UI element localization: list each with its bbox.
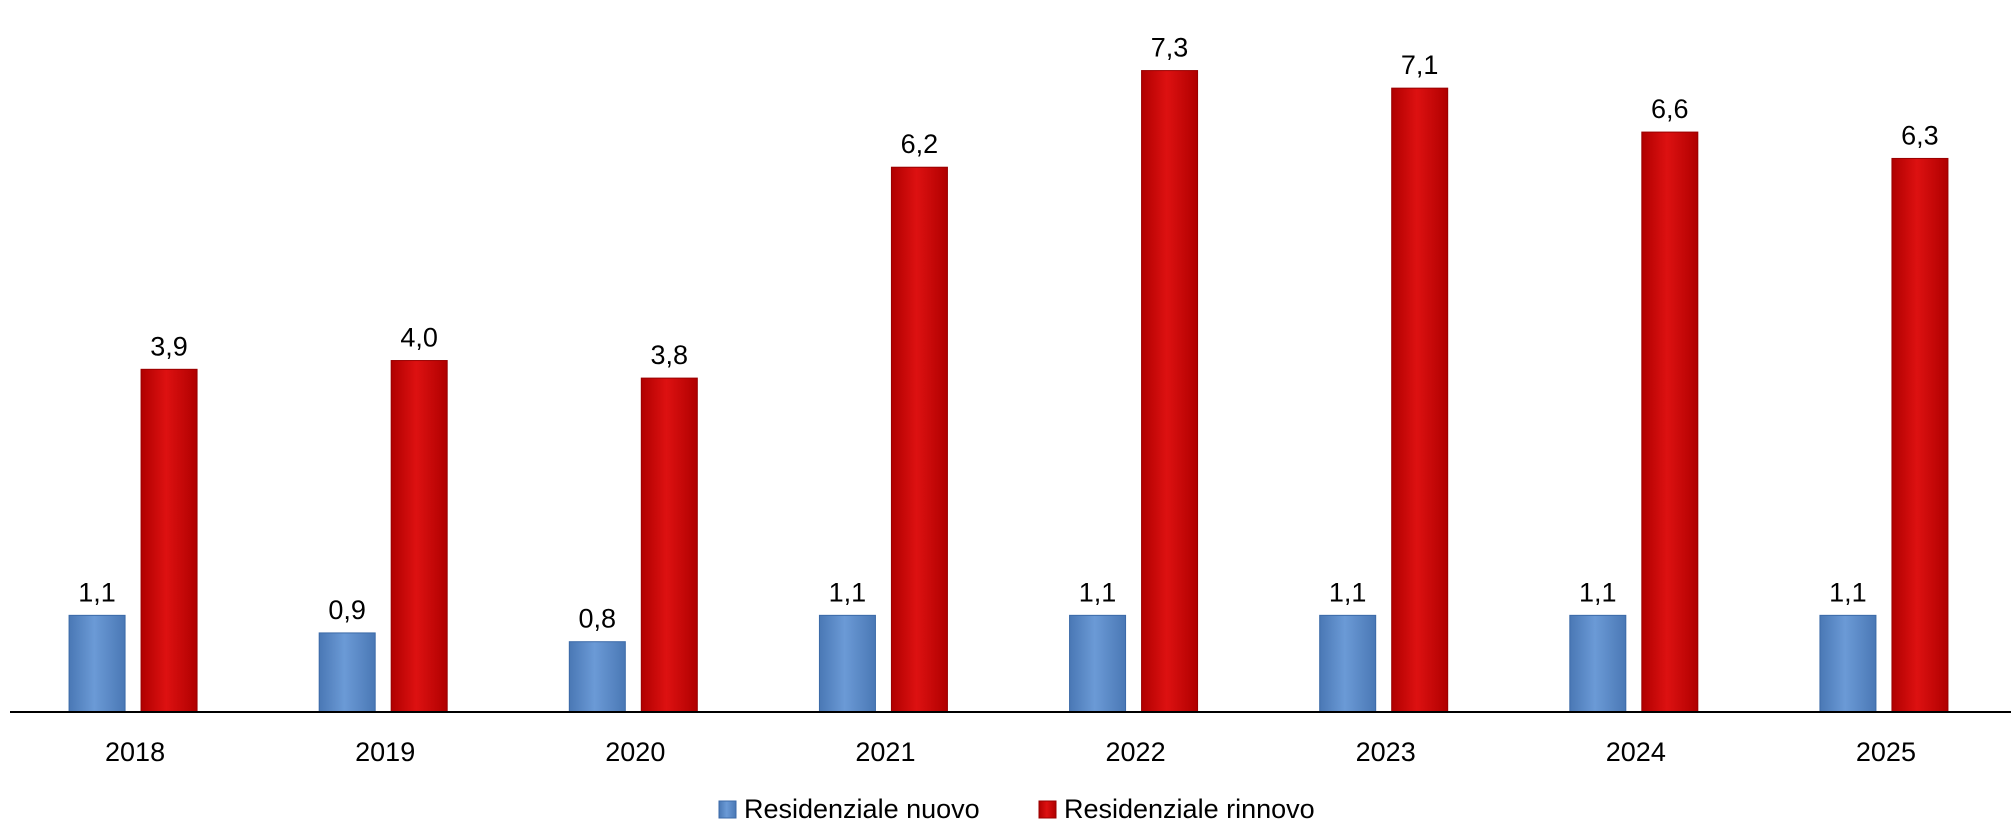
- data-label-rinnovo-2025: 6,3: [1901, 120, 1939, 150]
- data-label-nuovo-2022: 1,1: [1079, 577, 1117, 607]
- data-label-rinnovo-2022: 7,3: [1151, 33, 1189, 63]
- data-label-rinnovo-2023: 7,1: [1401, 50, 1439, 80]
- bar-nuovo-2020: [568, 641, 626, 713]
- x-tick-label-2019: 2019: [355, 737, 415, 767]
- x-tick-label-2025: 2025: [1856, 737, 1916, 767]
- x-tick-label-2020: 2020: [605, 737, 665, 767]
- bar-rinnovo-2024: [1641, 131, 1699, 713]
- bars-group: [68, 70, 1949, 713]
- x-tick-label-2018: 2018: [105, 737, 165, 767]
- bar-rinnovo-2022: [1141, 70, 1199, 713]
- bar-nuovo-2023: [1319, 614, 1377, 713]
- legend-label-nuovo: Residenziale nuovo: [744, 794, 980, 822]
- bar-nuovo-2022: [1069, 614, 1127, 713]
- bar-nuovo-2025: [1819, 614, 1877, 713]
- bar-nuovo-2019: [318, 632, 376, 713]
- data-label-nuovo-2024: 1,1: [1579, 577, 1617, 607]
- bar-nuovo-2021: [818, 614, 876, 713]
- legend-label-rinnovo: Residenziale rinnovo: [1064, 794, 1315, 822]
- bar-rinnovo-2019: [390, 360, 448, 713]
- bar-rinnovo-2023: [1391, 87, 1449, 713]
- data-label-nuovo-2020: 0,8: [579, 604, 617, 634]
- legend-swatch-rinnovo: [1038, 800, 1057, 819]
- data-label-rinnovo-2020: 3,8: [651, 340, 689, 370]
- data-label-rinnovo-2024: 6,6: [1651, 94, 1689, 124]
- bar-rinnovo-2020: [640, 377, 698, 713]
- bar-rinnovo-2021: [890, 166, 948, 713]
- data-label-nuovo-2025: 1,1: [1829, 577, 1867, 607]
- data-labels-group: 1,1 3,9 0,9 4,0 0,8 3,8 1,1 6,2 1,1 7,3 1,1 7,1 1,1 6…: [78, 33, 1938, 634]
- x-tick-label-2021: 2021: [855, 737, 915, 767]
- data-label-nuovo-2019: 0,9: [328, 595, 366, 625]
- data-label-nuovo-2021: 1,1: [829, 577, 867, 607]
- data-label-rinnovo-2018: 3,9: [150, 331, 188, 361]
- legend-swatch-nuovo: [718, 800, 737, 819]
- data-label-nuovo-2023: 1,1: [1329, 577, 1367, 607]
- bar-rinnovo-2018: [140, 368, 198, 713]
- bar-nuovo-2024: [1569, 614, 1627, 713]
- x-tick-label-2023: 2023: [1356, 737, 1416, 767]
- x-tick-label-2024: 2024: [1606, 737, 1666, 767]
- data-label-rinnovo-2021: 6,2: [901, 129, 939, 159]
- data-label-nuovo-2018: 1,1: [78, 577, 116, 607]
- bar-nuovo-2018: [68, 614, 126, 713]
- x-tick-label-2022: 2022: [1106, 737, 1166, 767]
- x-tick-labels-group: 2018 2019 2020 2021 2022 2023 2024 2025: [105, 737, 1916, 767]
- legend: Residenziale nuovo Residenziale rinnovo: [718, 794, 1315, 822]
- bar-rinnovo-2025: [1891, 157, 1949, 713]
- data-label-rinnovo-2019: 4,0: [400, 323, 438, 353]
